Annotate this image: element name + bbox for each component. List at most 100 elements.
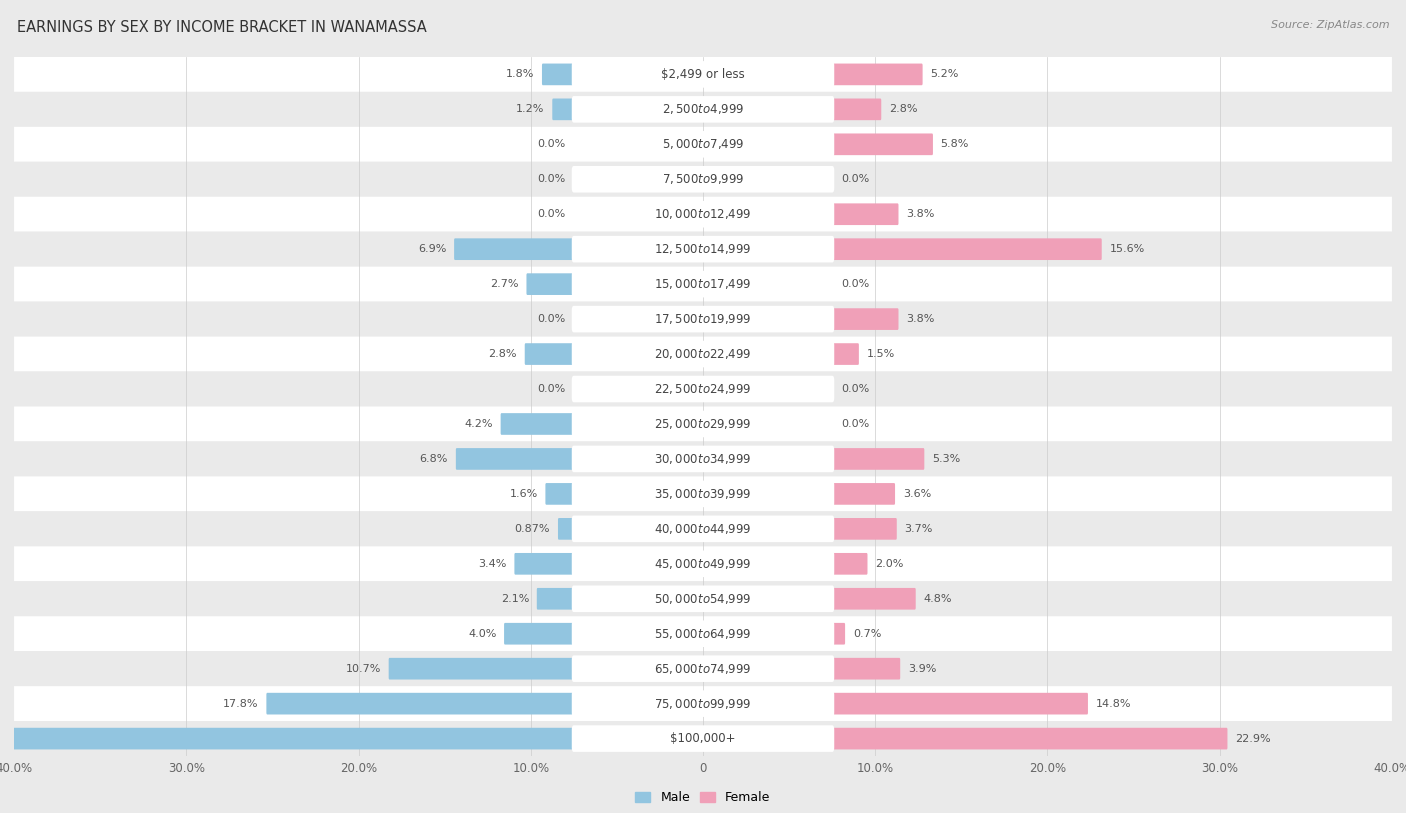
Text: 22.9%: 22.9%	[1236, 733, 1271, 744]
Text: 17.8%: 17.8%	[224, 698, 259, 709]
FancyBboxPatch shape	[14, 406, 1392, 441]
Text: 0.7%: 0.7%	[853, 628, 882, 639]
FancyBboxPatch shape	[14, 162, 1392, 197]
FancyBboxPatch shape	[14, 721, 1392, 756]
FancyBboxPatch shape	[572, 480, 834, 507]
Text: $75,000 to $99,999: $75,000 to $99,999	[654, 697, 752, 711]
FancyBboxPatch shape	[14, 511, 1392, 546]
Text: 2.8%: 2.8%	[488, 349, 517, 359]
Text: 4.0%: 4.0%	[468, 628, 496, 639]
Text: 4.2%: 4.2%	[464, 419, 494, 429]
FancyBboxPatch shape	[572, 96, 834, 123]
FancyBboxPatch shape	[14, 581, 1392, 616]
FancyBboxPatch shape	[572, 446, 834, 472]
FancyBboxPatch shape	[14, 372, 1392, 406]
FancyBboxPatch shape	[454, 238, 575, 260]
FancyBboxPatch shape	[831, 238, 1102, 260]
Text: 5.2%: 5.2%	[931, 69, 959, 80]
FancyBboxPatch shape	[456, 448, 575, 470]
Text: 5.3%: 5.3%	[932, 454, 960, 464]
FancyBboxPatch shape	[505, 623, 575, 645]
FancyBboxPatch shape	[14, 267, 1392, 302]
Legend: Male, Female: Male, Female	[630, 786, 776, 809]
Text: 2.8%: 2.8%	[889, 104, 918, 115]
Text: $5,000 to $7,499: $5,000 to $7,499	[662, 137, 744, 151]
FancyBboxPatch shape	[524, 343, 575, 365]
FancyBboxPatch shape	[553, 98, 575, 120]
Text: $12,500 to $14,999: $12,500 to $14,999	[654, 242, 752, 256]
FancyBboxPatch shape	[558, 518, 575, 540]
FancyBboxPatch shape	[537, 588, 575, 610]
FancyBboxPatch shape	[14, 616, 1392, 651]
Text: 10.7%: 10.7%	[346, 663, 381, 674]
FancyBboxPatch shape	[831, 518, 897, 540]
FancyBboxPatch shape	[14, 302, 1392, 337]
Text: 1.8%: 1.8%	[506, 69, 534, 80]
Text: 0.0%: 0.0%	[841, 384, 869, 394]
Text: $35,000 to $39,999: $35,000 to $39,999	[654, 487, 752, 501]
Text: 2.7%: 2.7%	[491, 279, 519, 289]
FancyBboxPatch shape	[572, 620, 834, 647]
FancyBboxPatch shape	[572, 585, 834, 612]
FancyBboxPatch shape	[572, 341, 834, 367]
Text: 1.2%: 1.2%	[516, 104, 544, 115]
Text: 0.0%: 0.0%	[537, 139, 565, 150]
Text: 3.8%: 3.8%	[907, 209, 935, 220]
Text: 3.7%: 3.7%	[904, 524, 934, 534]
Text: 0.0%: 0.0%	[537, 384, 565, 394]
Text: $15,000 to $17,499: $15,000 to $17,499	[654, 277, 752, 291]
FancyBboxPatch shape	[831, 308, 898, 330]
FancyBboxPatch shape	[14, 92, 1392, 127]
FancyBboxPatch shape	[14, 197, 1392, 232]
Text: 4.8%: 4.8%	[924, 593, 952, 604]
Text: 14.8%: 14.8%	[1095, 698, 1132, 709]
FancyBboxPatch shape	[388, 658, 575, 680]
Text: 3.8%: 3.8%	[907, 314, 935, 324]
FancyBboxPatch shape	[14, 232, 1392, 267]
Text: $22,500 to $24,999: $22,500 to $24,999	[654, 382, 752, 396]
FancyBboxPatch shape	[572, 515, 834, 542]
Text: 0.0%: 0.0%	[537, 209, 565, 220]
Text: 0.0%: 0.0%	[537, 314, 565, 324]
FancyBboxPatch shape	[831, 658, 900, 680]
Text: 3.9%: 3.9%	[908, 663, 936, 674]
Text: 3.4%: 3.4%	[478, 559, 506, 569]
FancyBboxPatch shape	[831, 203, 898, 225]
FancyBboxPatch shape	[14, 127, 1392, 162]
Text: Source: ZipAtlas.com: Source: ZipAtlas.com	[1271, 20, 1389, 30]
Text: $25,000 to $29,999: $25,000 to $29,999	[654, 417, 752, 431]
Text: 0.87%: 0.87%	[515, 524, 550, 534]
FancyBboxPatch shape	[14, 441, 1392, 476]
FancyBboxPatch shape	[831, 343, 859, 365]
FancyBboxPatch shape	[831, 728, 1227, 750]
Text: $30,000 to $34,999: $30,000 to $34,999	[654, 452, 752, 466]
FancyBboxPatch shape	[572, 166, 834, 193]
FancyBboxPatch shape	[526, 273, 575, 295]
FancyBboxPatch shape	[515, 553, 575, 575]
Text: $10,000 to $12,499: $10,000 to $12,499	[654, 207, 752, 221]
FancyBboxPatch shape	[14, 651, 1392, 686]
FancyBboxPatch shape	[572, 306, 834, 333]
FancyBboxPatch shape	[266, 693, 575, 715]
FancyBboxPatch shape	[831, 133, 934, 155]
FancyBboxPatch shape	[831, 588, 915, 610]
Text: EARNINGS BY SEX BY INCOME BRACKET IN WANAMASSA: EARNINGS BY SEX BY INCOME BRACKET IN WAN…	[17, 20, 426, 35]
FancyBboxPatch shape	[831, 623, 845, 645]
Text: $40,000 to $44,999: $40,000 to $44,999	[654, 522, 752, 536]
Text: 6.9%: 6.9%	[418, 244, 446, 254]
FancyBboxPatch shape	[14, 57, 1392, 92]
Text: $55,000 to $64,999: $55,000 to $64,999	[654, 627, 752, 641]
FancyBboxPatch shape	[572, 655, 834, 682]
FancyBboxPatch shape	[831, 63, 922, 85]
FancyBboxPatch shape	[572, 725, 834, 752]
Text: 15.6%: 15.6%	[1109, 244, 1144, 254]
FancyBboxPatch shape	[831, 98, 882, 120]
Text: $20,000 to $22,499: $20,000 to $22,499	[654, 347, 752, 361]
FancyBboxPatch shape	[546, 483, 575, 505]
FancyBboxPatch shape	[14, 337, 1392, 372]
Text: 3.6%: 3.6%	[903, 489, 931, 499]
FancyBboxPatch shape	[572, 550, 834, 577]
Text: 0.0%: 0.0%	[841, 174, 869, 185]
Text: 1.6%: 1.6%	[509, 489, 537, 499]
Text: $65,000 to $74,999: $65,000 to $74,999	[654, 662, 752, 676]
